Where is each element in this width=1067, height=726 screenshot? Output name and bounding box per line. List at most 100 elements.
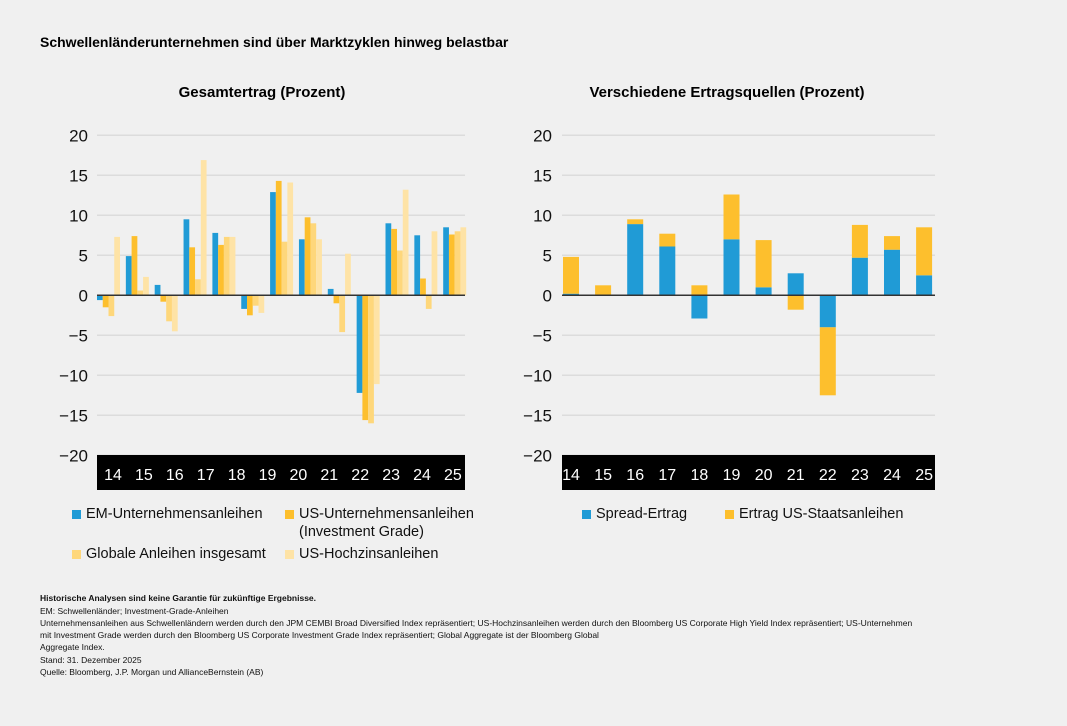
- bar-spread: [563, 293, 579, 296]
- left-chart-title: Gesamtertrag (Prozent): [178, 84, 346, 101]
- legend-label-us-ig-2: (Investment Grade): [299, 524, 424, 540]
- legend-item-treasury: Ertrag US-Staatsanleihen: [725, 505, 904, 523]
- bar-us_ig: [218, 244, 224, 296]
- x-tick-label: 21: [787, 467, 805, 484]
- bar-global: [223, 236, 230, 296]
- bar-spread: [627, 224, 644, 296]
- bar-global: [425, 295, 432, 309]
- legend-swatch-spread: [582, 510, 591, 519]
- footnote-disclaimer: Historische Analysen sind keine Garantie…: [40, 593, 317, 603]
- y-tick-label: 15: [69, 166, 88, 185]
- x-tick-label: 16: [166, 467, 184, 484]
- bar-spread: [691, 295, 708, 319]
- y-tick-label: −5: [533, 326, 552, 345]
- bar-us_hy: [402, 189, 409, 296]
- legend-label-treasury: Ertrag US-Staatsanleihen: [739, 506, 904, 522]
- x-tick-label: 18: [691, 467, 709, 484]
- bar-treasury: [884, 236, 900, 250]
- bar-treasury: [595, 285, 612, 296]
- bar-us_ig: [420, 278, 426, 296]
- bar-us_hy: [258, 295, 265, 313]
- bar-treasury: [755, 240, 772, 288]
- bar-em: [298, 239, 305, 296]
- bar-em: [385, 223, 392, 296]
- footnote-line2: Unternehmensanleihen aus Schwellenländer…: [40, 618, 913, 628]
- bar-us_ig: [333, 295, 340, 304]
- bar-global: [281, 241, 288, 296]
- bar-em: [327, 288, 334, 296]
- y-tick-label: 0: [79, 286, 88, 305]
- footnote-line4: Aggregate Index.: [40, 642, 105, 652]
- legend-label-spread: Spread-Ertrag: [596, 506, 688, 522]
- x-tick-label: 15: [594, 467, 612, 484]
- x-tick-label: 22: [819, 467, 837, 484]
- bar-global: [195, 279, 201, 296]
- legend-swatch-us-hy: [285, 550, 294, 559]
- y-tick-label: 5: [543, 246, 552, 265]
- x-tick-label: 16: [626, 467, 644, 484]
- y-tick-label: −20: [59, 446, 88, 465]
- bar-em: [443, 227, 449, 296]
- bar-us_ig: [131, 236, 138, 296]
- bar-treasury: [851, 224, 868, 258]
- x-axis-band: [97, 455, 465, 490]
- x-tick-label: 15: [135, 467, 153, 484]
- bar-em: [125, 256, 132, 296]
- bar-global: [310, 223, 317, 296]
- bar-em: [97, 295, 103, 301]
- y-tick-label: 10: [69, 206, 88, 225]
- bar-us_ig: [362, 295, 369, 421]
- x-tick-label: 25: [444, 467, 462, 484]
- bar-spread: [755, 287, 772, 296]
- legend-label-global: Globale Anleihen insgesamt: [86, 546, 266, 562]
- bar-us_ig: [102, 295, 109, 308]
- bar-spread: [787, 273, 804, 296]
- bar-em: [414, 235, 421, 296]
- legend-item-em: EM-Unternehmensanleihen: [72, 505, 263, 523]
- footnote-date: Stand: 31. Dezember 2025: [40, 655, 142, 665]
- legend-label-em: EM-Unternehmensanleihen: [86, 506, 263, 522]
- legend-swatch-treasury: [725, 510, 734, 519]
- x-tick-label: 17: [658, 467, 676, 484]
- bar-global: [166, 295, 172, 322]
- right-chart-title: Verschiedene Ertragsquellen (Prozent): [589, 84, 865, 101]
- x-tick-label: 14: [562, 467, 580, 484]
- bar-treasury: [723, 194, 740, 240]
- bar-us_ig: [247, 295, 253, 316]
- y-tick-label: 20: [69, 126, 88, 145]
- x-tick-label: 24: [413, 467, 431, 484]
- y-tick-label: −20: [523, 446, 552, 465]
- footnote-source: Quelle: Bloomberg, J.P. Morgan und Allia…: [40, 667, 264, 677]
- bar-spread: [723, 239, 740, 296]
- bar-treasury: [691, 285, 708, 296]
- y-tick-label: 20: [533, 126, 552, 145]
- bar-em: [183, 219, 190, 296]
- bar-us_ig: [160, 295, 167, 302]
- legend-label-us-hy: US-Hochzinsanleihen: [299, 546, 439, 562]
- bar-spread: [884, 249, 900, 296]
- bar-us_hy: [229, 236, 236, 296]
- legend-label-us-ig: US-Unternehmensanleihen: [299, 506, 474, 522]
- y-tick-label: 15: [533, 166, 552, 185]
- legend-swatch-global: [72, 550, 81, 559]
- bar-em: [212, 232, 219, 296]
- bar-em: [241, 295, 247, 309]
- bar-global: [454, 231, 461, 296]
- x-tick-label: 21: [320, 467, 338, 484]
- footnote-line3: mit Investment Grade werden durch den Bl…: [40, 630, 599, 640]
- bar-treasury: [787, 295, 804, 310]
- bar-treasury: [563, 256, 579, 294]
- x-tick-label: 17: [197, 467, 215, 484]
- x-tick-label: 19: [723, 467, 741, 484]
- x-tick-label: 18: [228, 467, 246, 484]
- x-tick-label: 14: [104, 467, 122, 484]
- y-tick-label: −15: [523, 406, 552, 425]
- bar-us_hy: [316, 239, 322, 296]
- bar-em: [270, 192, 276, 296]
- y-tick-label: −5: [69, 326, 88, 345]
- legend-swatch-em: [72, 510, 81, 519]
- bar-em: [154, 284, 161, 296]
- bar-us_ig: [448, 234, 455, 296]
- main-title: Schwellenländerunternehmen sind über Mar…: [40, 34, 509, 50]
